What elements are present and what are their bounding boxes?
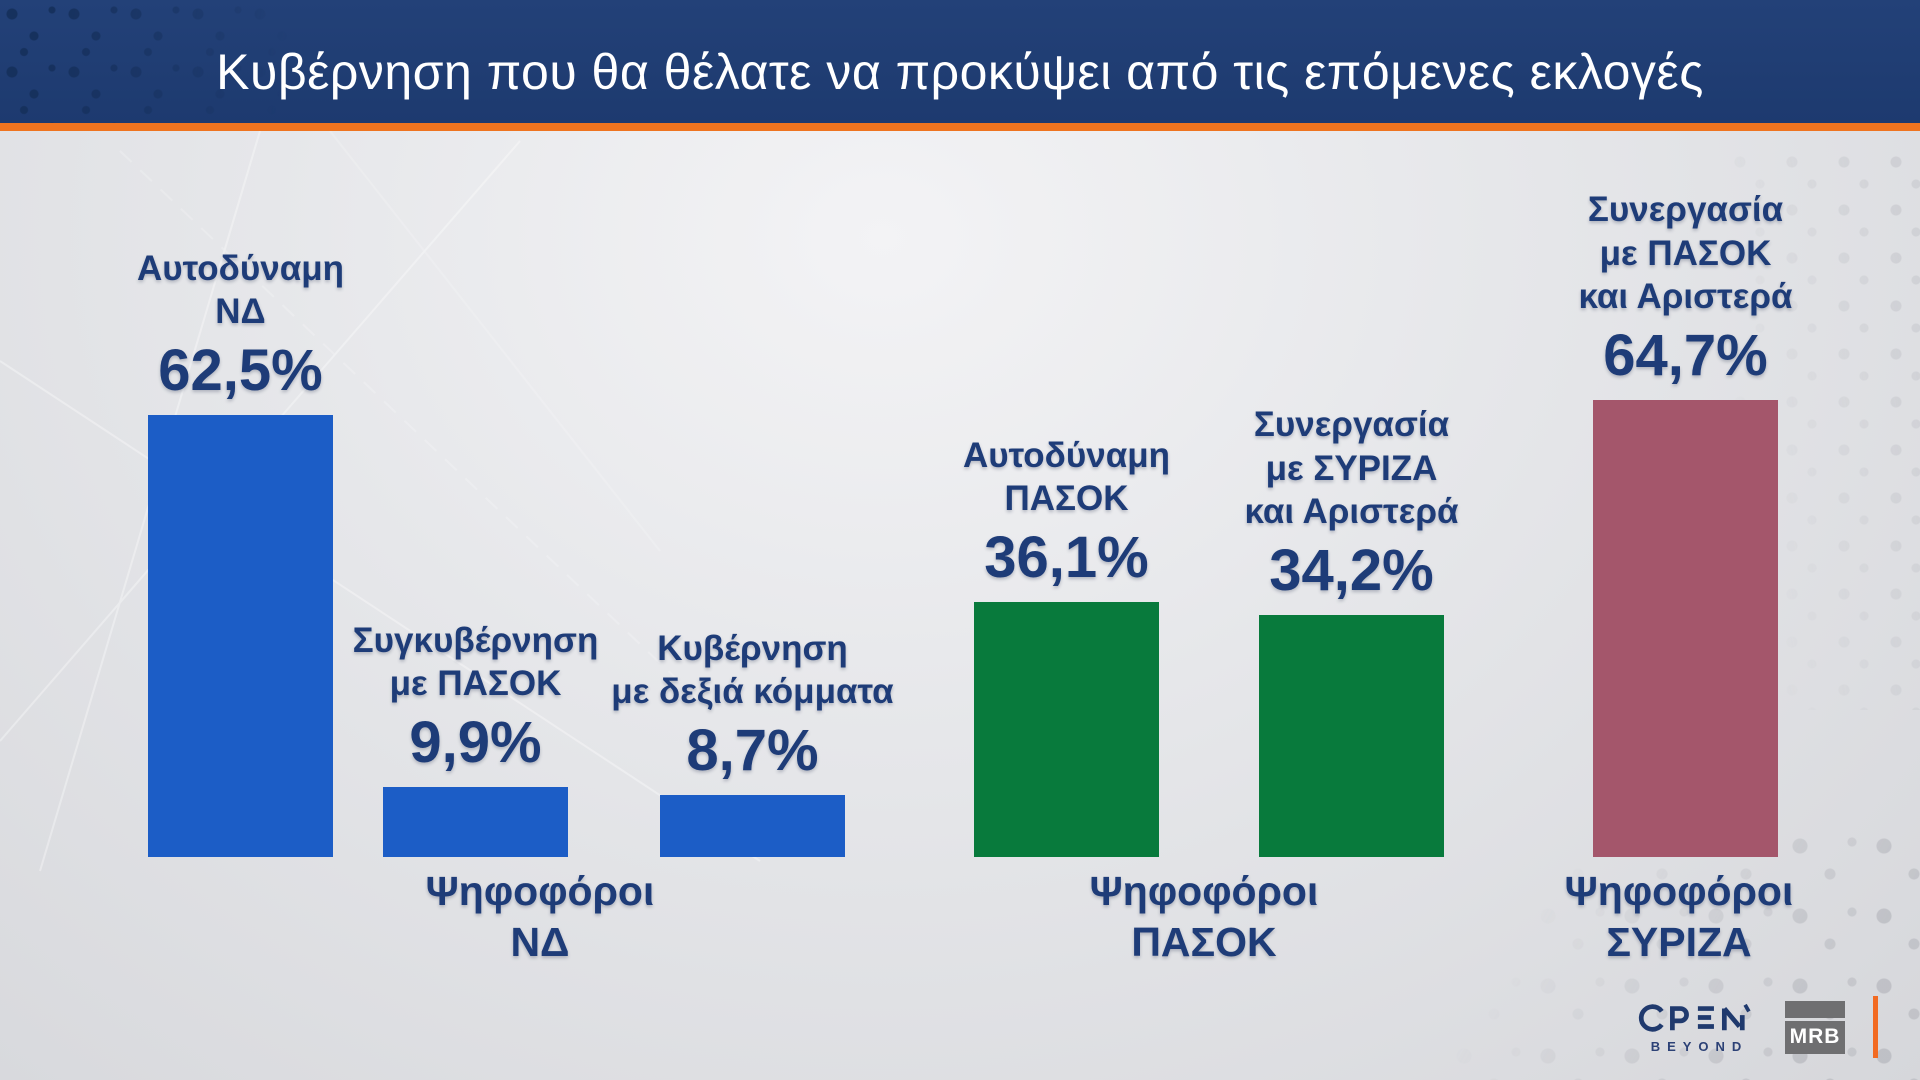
bar-nd-1 (148, 415, 333, 857)
page-title: Κυβέρνηση που θα θέλατε να προκύψει από … (216, 43, 1704, 100)
group-label-nd: Ψηφοφόροι ΝΔ (280, 866, 800, 969)
open-logo: BEYOND (1635, 1001, 1757, 1054)
bar-annotation-nd-2: Συγκυβέρνηση με ΠΑΣΟΚ 9,9% (216, 619, 736, 777)
bar-label-line: με ΠΑΣΟΚ (1599, 233, 1772, 273)
bar-label-line: Αυτοδύναμη (136, 248, 345, 288)
bar-label-line: ΝΔ (215, 291, 266, 331)
bar-value: 64,7% (1603, 323, 1768, 389)
mrb-logo-label: MRB (1785, 1020, 1845, 1054)
bar-label-line: ΠΑΣΟΚ (1004, 478, 1129, 518)
open-beyond-label: BEYOND (1650, 1038, 1749, 1054)
bar-label-line: Συνεργασία (1587, 190, 1784, 230)
bar-nd-3 (660, 795, 845, 857)
accent-underline (0, 123, 1920, 131)
group-label-line: Ψηφοφόροι (1089, 868, 1319, 914)
orange-divider-line (1873, 996, 1878, 1058)
bar-label-line: με δεξιά κόμματα (611, 671, 894, 711)
header-dots-texture (0, 0, 340, 123)
bar-annotation-pasok-1: Αυτοδύναμη ΠΑΣΟΚ 36,1% (807, 434, 1327, 592)
mrb-logo: MRB (1785, 1000, 1845, 1054)
bar-label-line: και Αριστερά (1244, 491, 1459, 531)
group-label-line: Ψηφοφόροι (425, 868, 655, 914)
group-label-line: ΣΥΡΙΖΑ (1606, 919, 1752, 966)
bar-value: 36,1% (984, 525, 1149, 591)
bar-annotation-nd-3: Κυβέρνηση με δεξιά κόμματα 8,7% (493, 627, 1013, 785)
group-label-line: ΝΔ (510, 919, 570, 966)
bar-annotation-syriza-1: Συνεργασία με ΠΑΣΟΚ και Αριστερά 64,7% (1426, 188, 1920, 390)
bar-value: 9,9% (409, 710, 542, 776)
header-bar: Κυβέρνηση που θα θέλατε να προκύψει από … (0, 0, 1920, 123)
group-label-line: Ψηφοφόροι (1564, 868, 1794, 914)
footer-logos: BEYOND MRB (1635, 996, 1878, 1058)
group-label-line: ΠΑΣΟΚ (1131, 919, 1277, 966)
bar-pasok-2 (1259, 615, 1444, 857)
mrb-logo-top-bar (1785, 1000, 1845, 1018)
bar-value: 8,7% (686, 718, 819, 784)
bar-label-line: με ΣΥΡΙΖΑ (1265, 448, 1438, 488)
open-logo-icon (1638, 1003, 1751, 1032)
bar-annotation-pasok-2: Συνεργασία με ΣΥΡΙΖΑ και Αριστερά 34,2% (1092, 403, 1612, 605)
bar-annotation-nd-1: Αυτοδύναμη ΝΔ 62,5% (0, 247, 501, 405)
bar-label-line: Κυβέρνηση (657, 628, 848, 668)
group-label-syriza: Ψηφοφόροι ΣΥΡΙΖΑ (1419, 866, 1920, 969)
bar-label-line: και Αριστερά (1578, 276, 1793, 316)
bar-syriza-1 (1593, 400, 1778, 857)
bar-nd-2 (383, 787, 568, 857)
bar-label-line: Αυτοδύναμη (962, 435, 1171, 475)
bar-label-line: με ΠΑΣΟΚ (389, 663, 562, 703)
bar-label-line: Συνεργασία (1253, 405, 1450, 445)
group-label-pasok: Ψηφοφόροι ΠΑΣΟΚ (944, 866, 1464, 969)
bar-value: 62,5% (158, 338, 323, 404)
bar-label-line: Συγκυβέρνηση (352, 620, 599, 660)
bar-pasok-1 (974, 602, 1159, 857)
bar-value: 34,2% (1269, 538, 1434, 604)
